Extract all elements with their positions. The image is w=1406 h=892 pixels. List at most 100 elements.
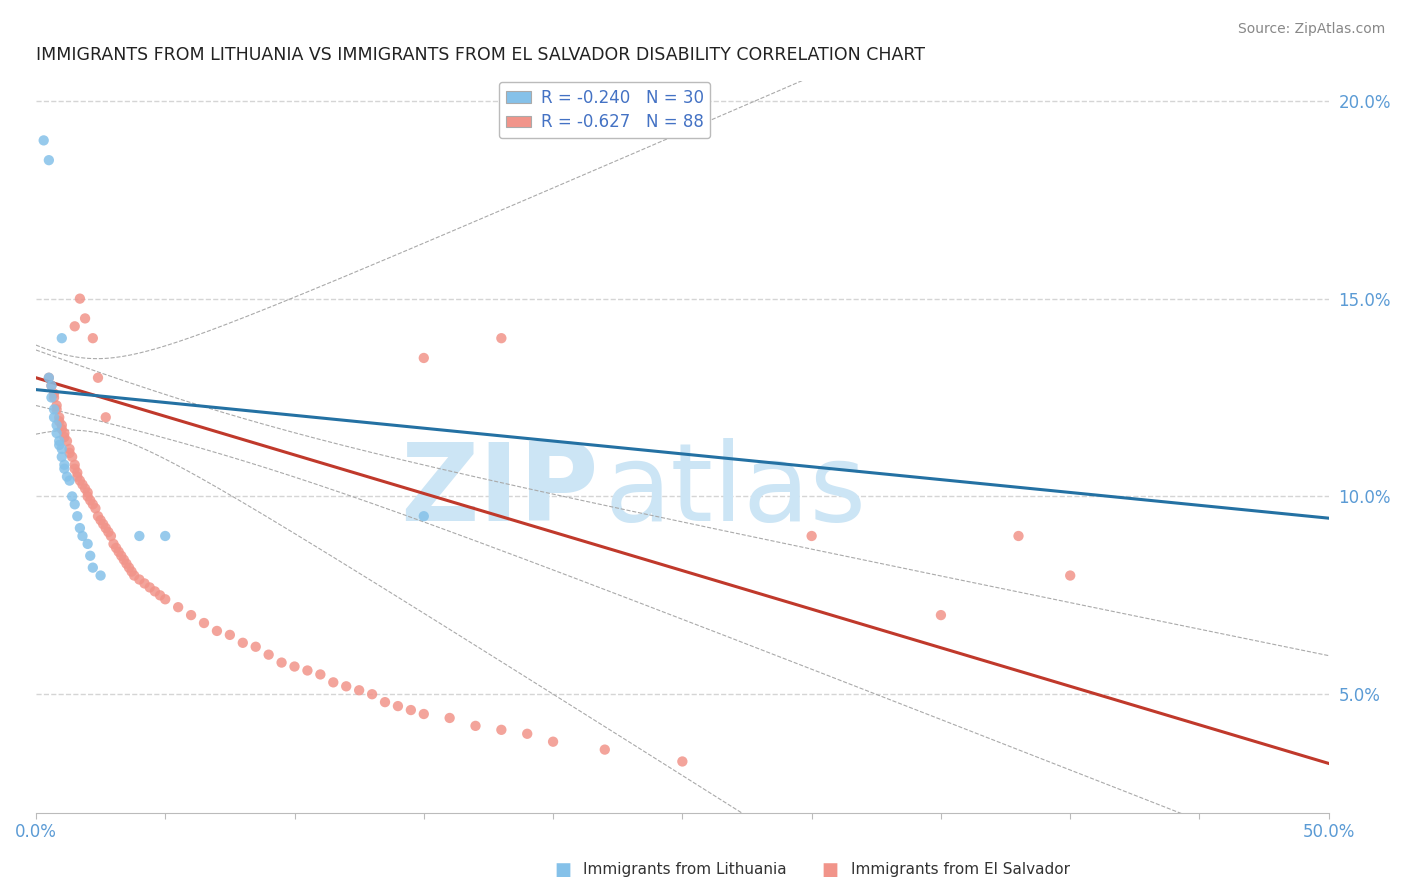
Point [60,490,83,504]
Point [283,659,305,673]
Point [38,153,60,168]
Point [75,482,97,496]
Point [103,537,125,551]
Point [309,667,332,681]
Point [387,699,409,714]
Point [38,370,60,384]
Point [245,640,267,654]
Point [32,133,55,147]
Point [42,410,65,425]
Point [97,524,120,539]
Point [42,391,65,405]
Point [69,292,91,306]
Point [121,565,143,579]
Text: Immigrants from El Salvador: Immigrants from El Salvador [851,863,1070,877]
Point [90,568,112,582]
Point [63,458,86,472]
Point [167,600,190,615]
Point [69,474,91,488]
Point [51,442,73,456]
Point [53,430,76,444]
Point [42,386,65,401]
Point [155,592,177,607]
Point [134,576,156,591]
Point [929,608,952,623]
Legend: R = -0.240   N = 30, R = -0.627   N = 88: R = -0.240 N = 30, R = -0.627 N = 88 [499,82,710,138]
Point [593,742,616,756]
Point [51,418,73,433]
Point [399,703,422,717]
Point [76,537,98,551]
Point [193,615,215,630]
Point [94,410,117,425]
Point [56,434,79,448]
Point [361,687,384,701]
Point [76,490,98,504]
Point [82,331,104,345]
Point [41,378,63,392]
Point [53,426,76,441]
Point [90,513,112,527]
Point [75,311,97,326]
Point [82,497,104,511]
Point [42,402,65,417]
Point [439,711,461,725]
Point [118,560,141,574]
Text: ZIP: ZIP [399,438,599,544]
Point [38,370,60,384]
Point [41,378,63,392]
Point [48,410,70,425]
Point [322,675,344,690]
Point [149,588,172,602]
Point [66,509,89,524]
Point [115,557,138,571]
Point [105,541,128,555]
Point [66,469,89,483]
Point [84,501,107,516]
Point [412,509,434,524]
Point [79,549,101,563]
Point [69,521,91,535]
Point [270,656,292,670]
Point [800,529,823,543]
Point [155,529,177,543]
Point [112,552,135,566]
Point [297,664,319,678]
Text: IMMIGRANTS FROM LITHUANIA VS IMMIGRANTS FROM EL SALVADOR DISABILITY CORRELATION : IMMIGRANTS FROM LITHUANIA VS IMMIGRANTS … [37,46,925,64]
Point [205,624,228,638]
Point [232,636,254,650]
Point [53,458,76,472]
Point [72,477,94,491]
Point [48,438,70,452]
Text: Source: ZipAtlas.com: Source: ZipAtlas.com [1237,22,1385,37]
Point [66,466,89,480]
Point [374,695,396,709]
Text: ■: ■ [821,861,838,879]
Point [63,497,86,511]
Point [107,545,129,559]
Point [541,734,564,748]
Point [1059,568,1081,582]
Point [56,469,79,483]
Point [63,461,86,475]
Point [122,568,145,582]
Text: Immigrants from Lithuania: Immigrants from Lithuania [583,863,787,877]
Point [53,461,76,475]
Point [128,573,150,587]
Point [45,418,67,433]
Point [94,521,117,535]
Point [51,422,73,436]
Point [347,683,370,698]
Point [180,608,202,623]
Point [1007,529,1029,543]
Point [516,727,538,741]
Point [671,755,693,769]
Point [45,426,67,441]
Point [138,581,160,595]
Point [412,351,434,365]
Point [335,679,357,693]
Point [58,446,80,460]
Point [464,719,486,733]
Point [72,529,94,543]
Point [412,706,434,721]
